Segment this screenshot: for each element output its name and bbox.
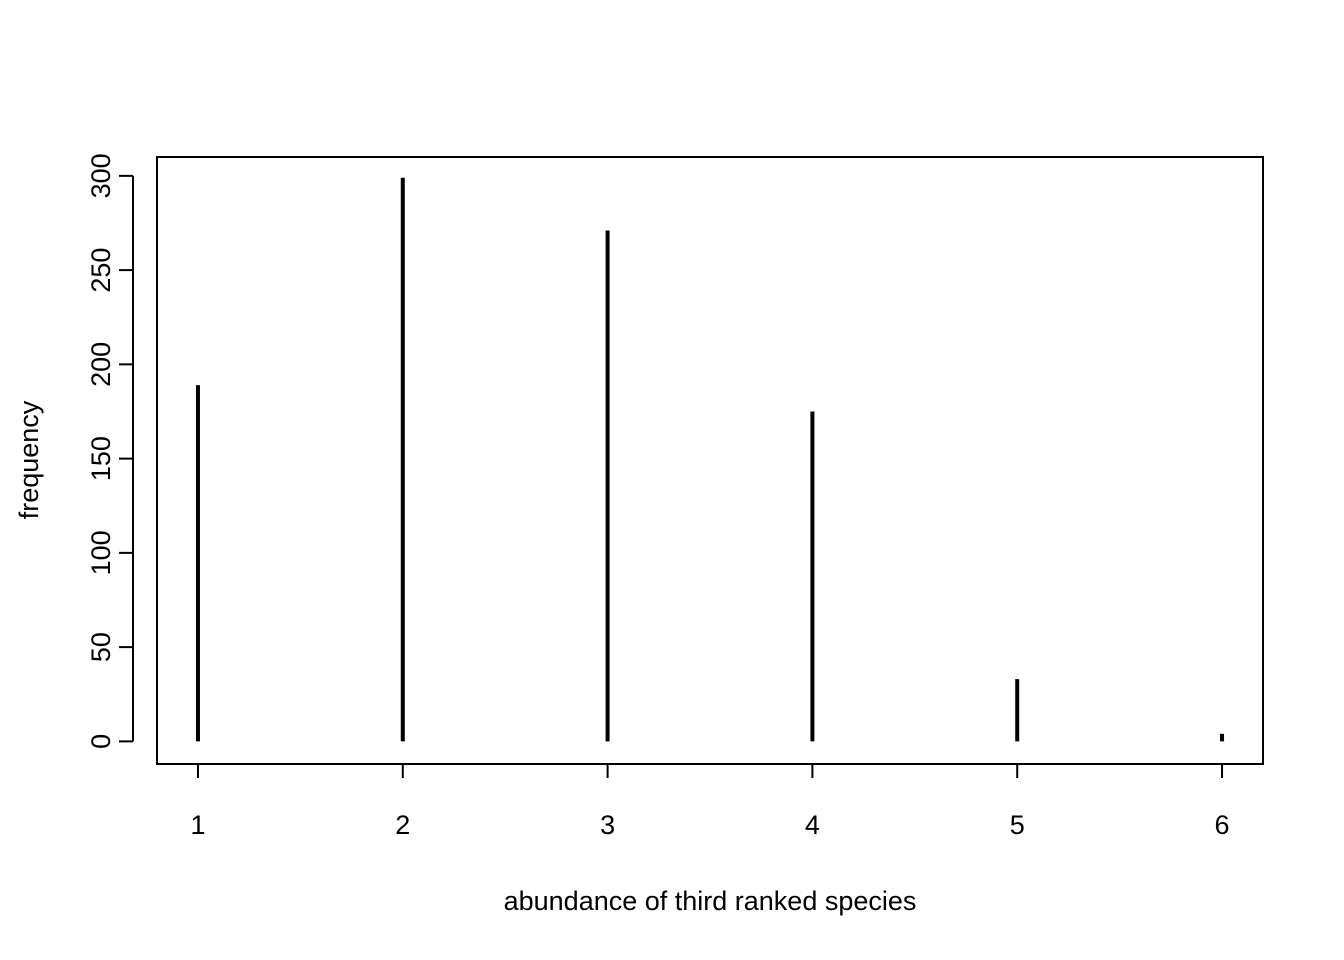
y-axis: 0 50 100 150 200 250 300 xyxy=(86,153,134,749)
x-tick-label: 2 xyxy=(395,810,410,840)
y-tick-label: 0 xyxy=(86,734,116,749)
x-tick-label: 1 xyxy=(190,810,205,840)
y-tick-label: 50 xyxy=(86,632,116,662)
y-axis-label: frequency xyxy=(14,400,44,519)
y-tick-label: 150 xyxy=(86,436,116,481)
x-tick-label: 3 xyxy=(600,810,615,840)
y-tick-label: 200 xyxy=(86,342,116,387)
x-tick-label: 5 xyxy=(1010,810,1025,840)
data-lines xyxy=(195,177,1225,742)
x-axis-label: abundance of third ranked species xyxy=(504,886,917,916)
x-tick-label: 4 xyxy=(805,810,820,840)
x-axis: 1 2 3 4 5 6 xyxy=(190,764,1230,840)
x-tick-label: 6 xyxy=(1215,810,1230,840)
y-tick-label: 250 xyxy=(86,248,116,293)
y-tick-label: 300 xyxy=(86,153,116,198)
plot-frame xyxy=(156,156,1264,765)
y-tick-label: 100 xyxy=(86,530,116,575)
